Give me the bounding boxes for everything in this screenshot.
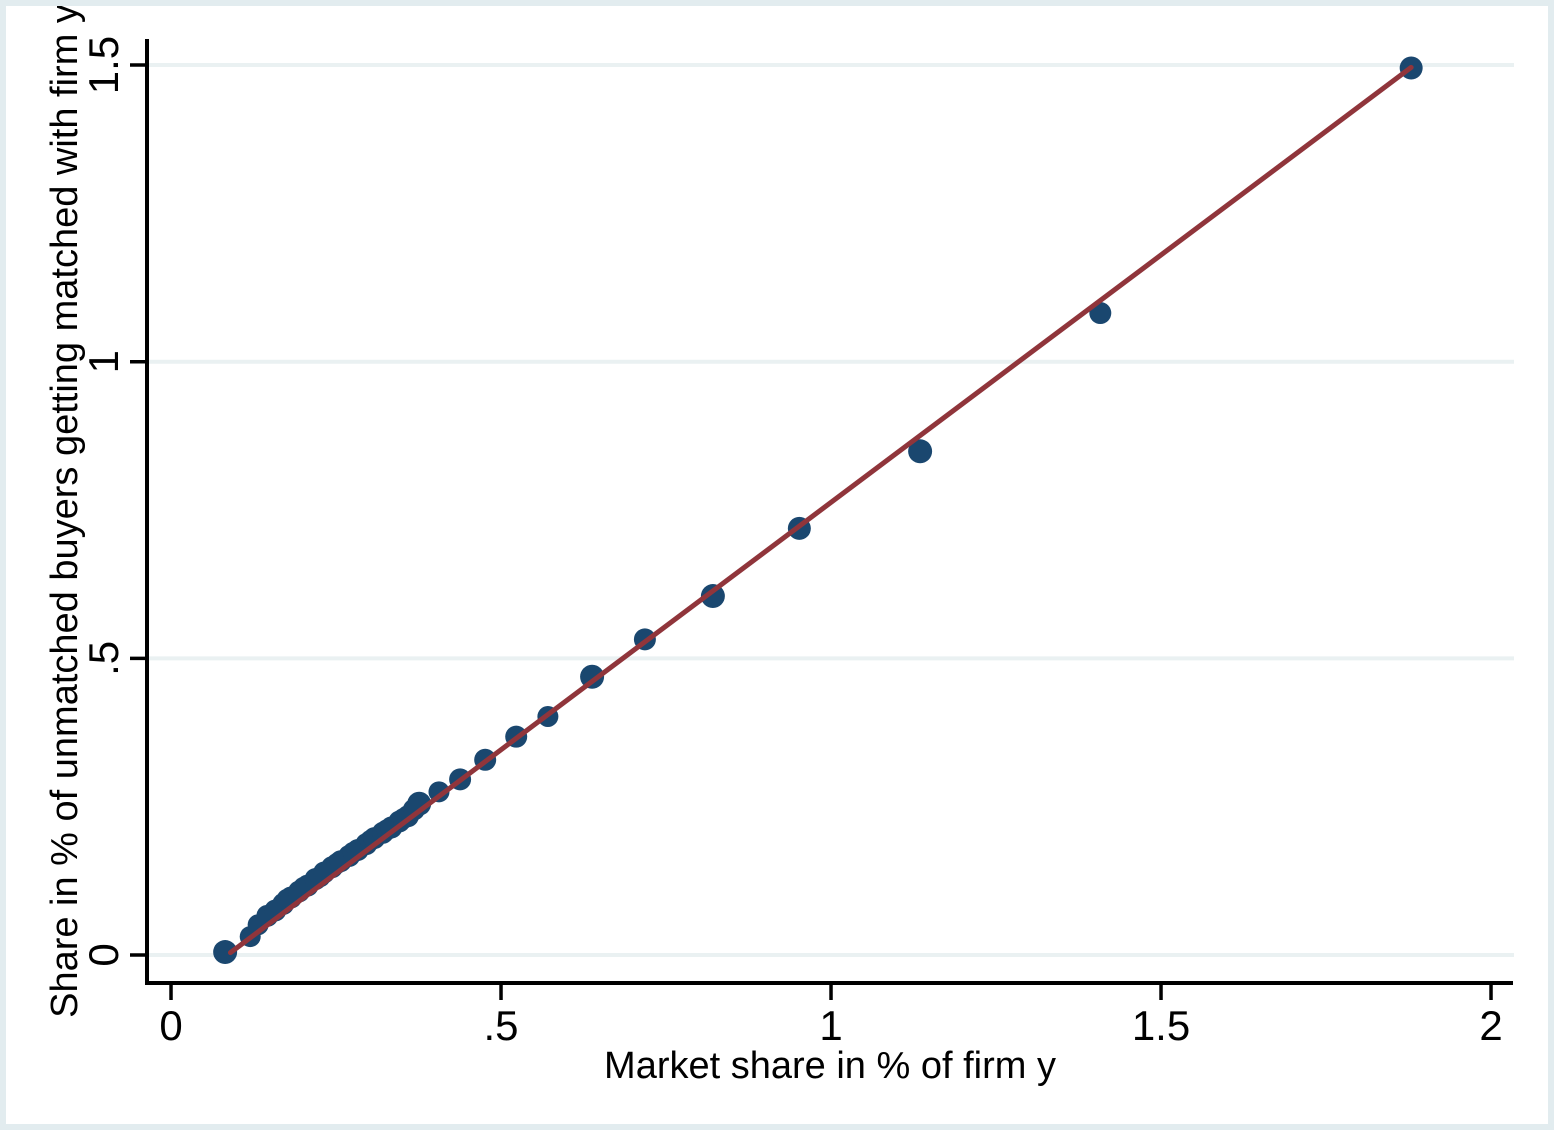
x-tick-label: .5 xyxy=(484,1002,519,1049)
y-tick-label: .5 xyxy=(80,641,127,676)
x-axis-title: Market share in % of firm y xyxy=(604,1045,1056,1087)
tick-labels: 0 .5 1 1.5 2 0 .5 1 1.5 xyxy=(80,36,1503,1049)
fit-line xyxy=(227,64,1414,956)
y-axis-title: Share in % of unmatched buyers getting m… xyxy=(44,4,86,1018)
tick-marks xyxy=(130,63,1493,1000)
data-point xyxy=(213,940,238,965)
data-point xyxy=(700,584,725,609)
data-point xyxy=(908,439,933,464)
axes xyxy=(145,39,1513,985)
x-tick-label: 2 xyxy=(1479,1002,1502,1049)
gridlines xyxy=(147,63,1514,957)
y-tick-label: 1 xyxy=(80,350,127,373)
x-tick-label: 1.5 xyxy=(1132,1002,1190,1049)
x-tick-label: 1 xyxy=(819,1002,842,1049)
y-tick-label: 0 xyxy=(80,943,127,966)
plot-series xyxy=(213,56,1423,965)
y-tick-label: 1.5 xyxy=(80,36,127,94)
x-tick-label: 0 xyxy=(159,1002,182,1049)
data-point xyxy=(580,664,605,689)
